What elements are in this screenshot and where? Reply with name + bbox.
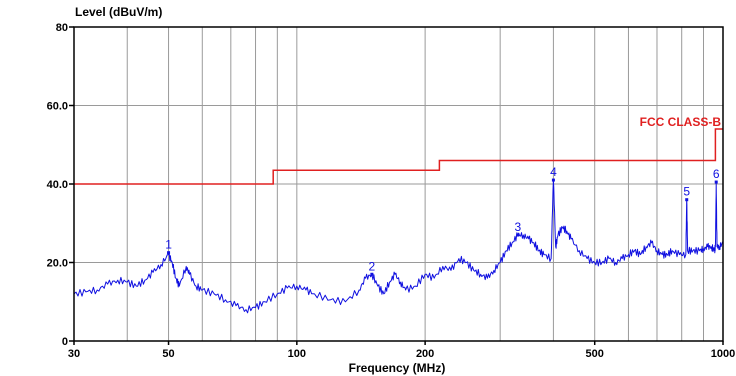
x-axis-title: Frequency (MHz) (349, 361, 446, 375)
peak-marker-label: 3 (514, 220, 521, 234)
peak-marker-label: 2 (369, 259, 376, 273)
x-tick-label: 30 (68, 348, 80, 360)
series-group (73, 179, 724, 314)
y-tick-labels: 0 20.0 40.0 60.0 80 (47, 22, 74, 348)
peak-marker-label: 1 (165, 238, 172, 252)
y-tick-label: 60.0 (47, 101, 68, 113)
peak-markers: 1 2 3 4 5 6 (165, 165, 720, 276)
y-axis-title: Level (dBuV/m) (75, 5, 162, 19)
x-tick-label: 1000 (711, 348, 735, 360)
peak-marker-dot (370, 272, 374, 276)
limit-line (74, 128, 723, 185)
peak-marker-dot (551, 178, 555, 182)
peak-marker-label: 5 (683, 185, 690, 199)
x-tick-label: 500 (586, 348, 604, 360)
x-tick-label: 200 (416, 348, 434, 360)
peak-marker-dot (516, 233, 520, 237)
peak-marker-label: 6 (713, 167, 720, 181)
peak-marker-dot (714, 180, 718, 184)
peak-marker-dot (685, 198, 689, 202)
x-tick-label: 100 (288, 348, 306, 360)
x-tick-labels: 30 50 100 200 500 1000 (68, 341, 735, 360)
measurement-trace (73, 179, 724, 314)
limit-line-group (74, 128, 723, 185)
y-tick-label: 80 (56, 22, 68, 34)
y-tick-label: 0 (62, 336, 68, 348)
y-tick-label: 40.0 (47, 179, 68, 191)
limit-line-label: FCC CLASS-B (640, 115, 722, 129)
peak-marker-dot (167, 251, 171, 255)
peak-marker-label: 4 (550, 165, 557, 179)
y-tick-label: 20.0 (47, 258, 68, 270)
x-tick-label: 50 (162, 348, 174, 360)
